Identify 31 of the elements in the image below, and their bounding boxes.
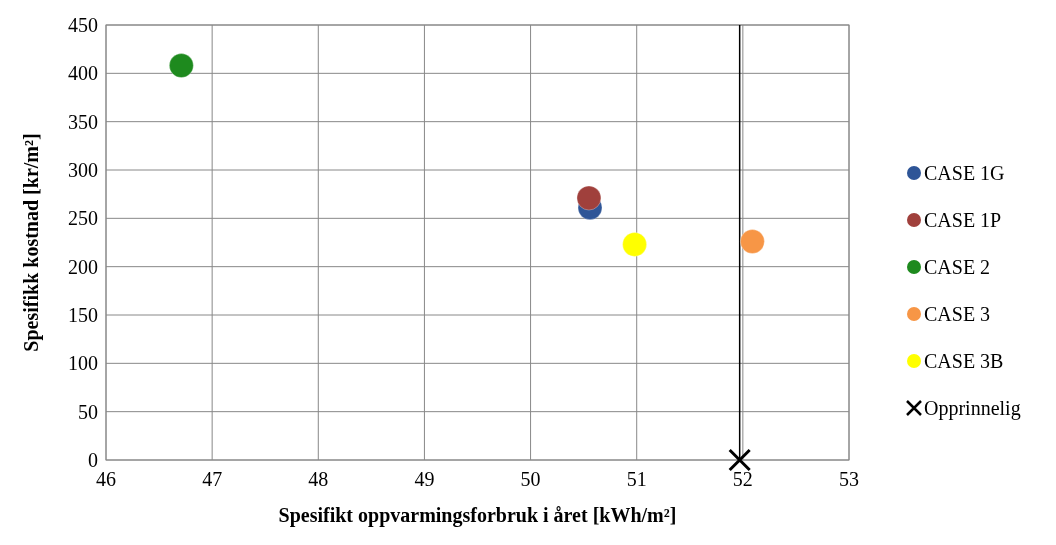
- legend-label: CASE 3B: [924, 350, 1004, 372]
- point: [168, 53, 194, 79]
- x-axis-title: Spesifikt oppvarmingsforbruk i året [kWh/m²]: [278, 504, 677, 527]
- y-tick-label: 150: [68, 304, 98, 326]
- legend-label: CASE 1G: [924, 162, 1005, 184]
- x-tick-label: 53: [839, 468, 859, 490]
- y-tick-label: 450: [68, 14, 98, 36]
- point: [622, 231, 648, 257]
- y-tick-label: 50: [78, 400, 98, 423]
- legend-label: CASE 1P: [924, 209, 1002, 231]
- legend-label: CASE 3: [924, 303, 991, 325]
- point: [576, 185, 602, 211]
- x-tick-label: 46: [96, 468, 116, 490]
- y-axis-title: Spesifikk kostnad [kr/m²]: [20, 133, 43, 352]
- x-tick-label: 52: [732, 468, 753, 490]
- y-tick-label: 100: [68, 352, 98, 375]
- y-tick-label: 250: [68, 207, 98, 230]
- y-tick-label: 200: [68, 255, 98, 278]
- y-tick-label: 350: [68, 110, 98, 133]
- x-tick-label: 49: [414, 468, 435, 490]
- y-tick-label: 300: [68, 159, 98, 181]
- legend-label: Opprinnelig: [924, 397, 1021, 420]
- y-tick-label: 400: [68, 62, 98, 85]
- y-tick-label: 0: [88, 449, 98, 471]
- x-tick-label: 47: [202, 468, 223, 490]
- x-tick-label: 50: [520, 468, 541, 490]
- x-tick-label: 51: [626, 468, 647, 490]
- point: [728, 448, 752, 472]
- point: [739, 229, 765, 255]
- x-tick-label: 48: [308, 468, 329, 490]
- legend-label: CASE 2: [924, 256, 991, 278]
